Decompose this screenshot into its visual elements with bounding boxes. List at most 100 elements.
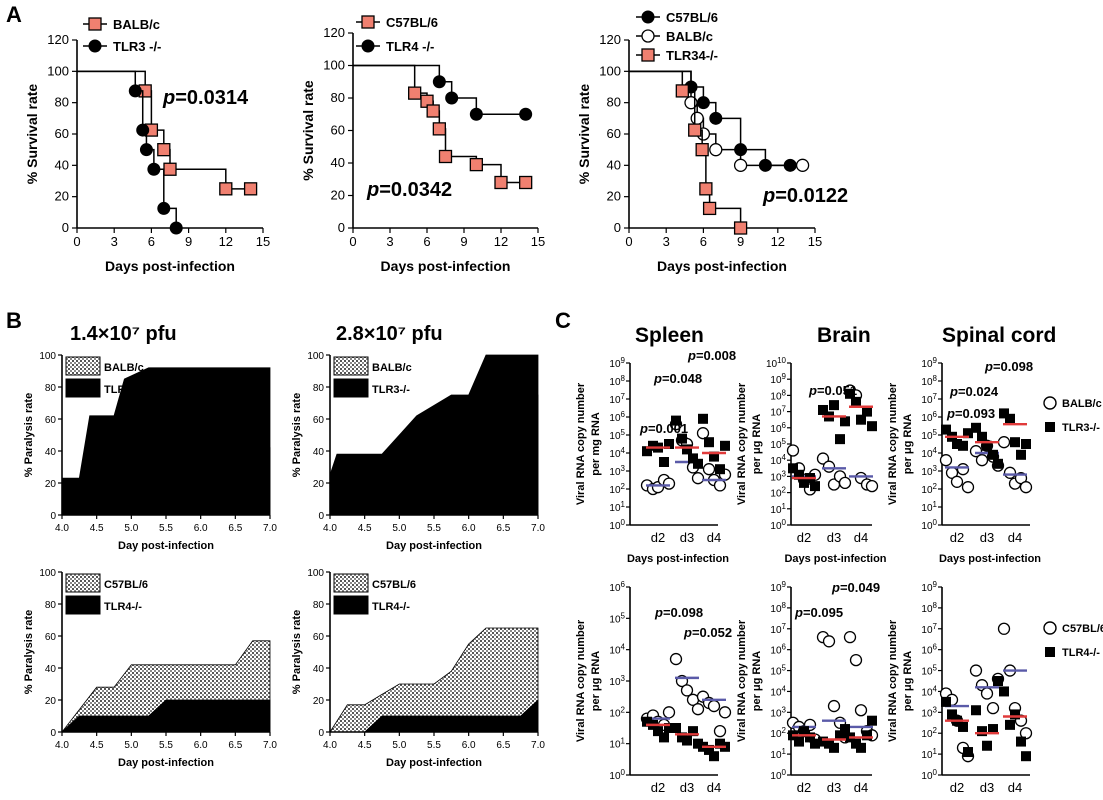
x-tick-label: d4 [854,530,868,545]
filled-square-point [688,726,698,737]
filled-square-point [982,440,992,451]
x-tick-label: 5.5 [159,740,173,751]
y-axis-label: % Survival rate [24,84,40,185]
open-circle-point [865,479,879,493]
viral-rna-chart-4: 100101102103104105106d2d3d4Days post-inf… [575,580,732,795]
filled-square-point [958,440,968,451]
x-tick-label: d4 [1008,780,1022,795]
y-tick-label: 60 [55,126,69,141]
panel-label-c: C [555,308,571,333]
open-circle-point [816,452,830,465]
filled-square-point [659,457,669,467]
square-marker [219,182,233,196]
y-tick-label: 101 [770,747,786,761]
square-marker [702,201,717,216]
open-circle-marker [733,158,748,172]
area-2 [329,354,539,516]
legend-swatch [333,595,369,615]
filled-square-point [862,406,872,417]
b-dose-title-1: 1.4×10⁷ pfu [70,323,177,345]
y-axis-label-unit: per mg RNA [590,412,602,476]
y-tick-label: 105 [921,664,937,678]
y-tick-label: 20 [313,479,325,490]
open-circle-point [822,635,836,648]
filled-square-point [829,742,839,753]
y-tick-label: 106 [921,410,937,424]
y-tick-label: 100 [770,768,786,782]
filled-square-point [704,744,714,755]
y-tick-label: 100 [770,518,786,532]
filled-square-point [1005,719,1015,730]
y-axis-label: Viral RNA copy number [736,382,748,505]
x-axis-label: Days post-infection [105,258,235,274]
filled-square-point [867,421,877,432]
open-circle-point [680,684,694,697]
y-tick-label: 108 [770,601,786,615]
x-tick-label: 5.5 [427,523,441,534]
y-tick-label: 105 [770,437,786,451]
y-tick-label: 20 [313,696,325,707]
y-tick-label: 20 [607,189,621,204]
area-1 [329,627,539,733]
filled-square-point [856,414,866,425]
open-circle-point [939,454,953,467]
legend-swatch [333,356,369,376]
y-tick-label: 60 [313,415,325,426]
legend-label: BALB/c [666,29,713,44]
x-tick-label: 4.0 [323,740,337,751]
open-circle-point [713,724,727,738]
x-tick-label: 6 [700,234,707,249]
y-tick-label: 60 [331,123,345,138]
y-tick-label: 106 [770,643,786,657]
filled-square-point [988,724,998,735]
y-tick-label: 20 [331,188,345,203]
y-tick-label: 40 [45,664,57,675]
legend-marker [88,39,102,53]
legend-open-circle [1043,396,1057,410]
x-tick-label: 12 [219,234,233,249]
p-value-annotation: p=0.048 [653,371,702,386]
x-tick-label: d3 [680,780,694,795]
filled-square-point [698,413,708,424]
filled-square-point [1010,709,1020,720]
square-marker [438,149,453,164]
x-tick-label: 9 [460,234,467,249]
p-value-annotation: p=0.095 [794,605,843,620]
p-value-annotation: p=0.098 [984,359,1033,374]
x-tick-label: 5.0 [124,740,138,751]
filled-square-point [688,453,698,464]
x-tick-label: 7.0 [263,523,277,534]
filled-circle-marker [445,91,459,105]
y-tick-label: 100 [47,63,69,78]
y-tick-label: 60 [607,126,621,141]
c-title-spinal-cord: Spinal cord [942,324,1056,347]
filled-square-point [856,742,866,753]
square-marker [157,143,171,157]
filled-circle-marker [157,201,171,215]
y-tick-label: 101 [921,500,937,514]
legend-label: BALB/c [372,362,412,374]
filled-square-point [709,451,719,462]
y-tick-label: 0 [318,511,324,522]
y-axis-label: % Paralysis rate [23,610,35,694]
y-axis-label-unit: per μg RNA [751,651,763,712]
open-circle-point [691,703,705,716]
y-tick-label: 103 [609,674,625,688]
x-tick-label: 5.0 [392,523,406,534]
filled-square-point [941,696,951,707]
legend-filled-square [1045,647,1055,657]
survival-chart-1: 0 3 6 9 12 15 0 20 40 60 80 100 120 Days post-infecti… [24,17,270,274]
y-tick-label: 105 [770,664,786,678]
filled-square-point [794,469,804,480]
filled-square-point [941,424,951,435]
legend-label: C57BL/6 [104,579,148,591]
filled-square-point [642,716,652,727]
y-tick-label: 102 [770,486,786,500]
filled-square-point [1016,736,1026,747]
y-tick-label: 80 [331,90,345,105]
filled-square-point [993,458,1003,469]
filled-square-point [653,726,663,737]
filled-square-point [988,449,998,460]
x-tick-label: 6.5 [496,740,510,751]
